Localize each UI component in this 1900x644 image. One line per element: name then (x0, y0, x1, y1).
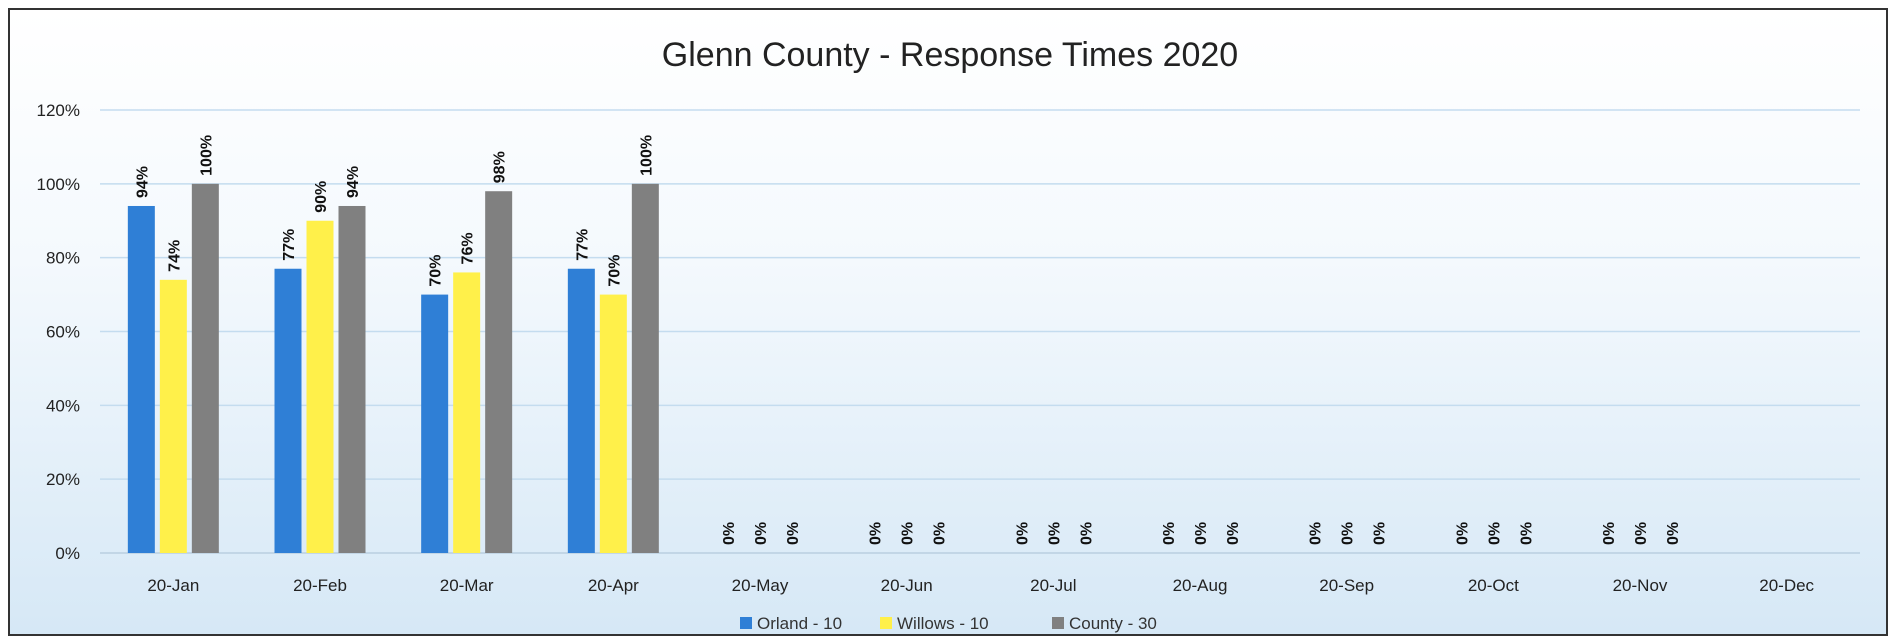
data-label: 0% (1308, 522, 1325, 545)
data-label: 0% (1454, 522, 1471, 545)
data-label: 98% (492, 151, 509, 183)
data-label: 0% (1486, 522, 1503, 545)
data-label: 0% (1518, 522, 1535, 545)
y-tick-label: 120% (37, 101, 80, 120)
x-tick-label: 20-Oct (1468, 576, 1519, 595)
data-label: 0% (1665, 522, 1682, 545)
legend-swatch (880, 617, 892, 629)
bar (159, 279, 187, 553)
data-label: 0% (1372, 522, 1389, 545)
data-label: 90% (313, 181, 330, 213)
x-tick-label: 20-Jan (147, 576, 199, 595)
x-tick-label: 20-Jul (1030, 576, 1076, 595)
data-label: 94% (134, 166, 151, 198)
bar (453, 272, 481, 553)
bar (306, 220, 334, 553)
data-label: 70% (428, 255, 445, 287)
data-label: 77% (574, 229, 591, 261)
bar (567, 268, 595, 553)
y-tick-label: 80% (46, 249, 80, 268)
bar (274, 268, 302, 553)
data-label: 0% (1078, 522, 1095, 545)
data-label: 0% (1161, 522, 1178, 545)
y-tick-label: 60% (46, 323, 80, 342)
legend-label: Willows - 10 (897, 614, 989, 633)
data-labels: 94% 74% 100% 77% 90% 94% 70% 76% 98% 77% 70% 100% 0%… (134, 135, 1682, 545)
data-label: 0% (868, 522, 885, 545)
y-axis: 0% 20% 40% 60% 80% 100% 120% (37, 101, 80, 563)
y-tick-label: 0% (55, 544, 80, 563)
x-axis: 20-Jan 20-Feb 20-Mar 20-Apr 20-May 20-Jun 20-J… (147, 576, 1814, 595)
bars (127, 183, 659, 554)
bar (421, 294, 449, 553)
x-tick-label: 20-Nov (1613, 576, 1668, 595)
data-label: 94% (345, 166, 362, 198)
data-label: 76% (460, 232, 477, 264)
bar (338, 205, 366, 553)
data-label: 70% (606, 255, 623, 287)
x-tick-label: 20-Mar (440, 576, 494, 595)
x-tick-label: 20-Sep (1319, 576, 1374, 595)
x-tick-label: 20-May (732, 576, 789, 595)
data-label: 0% (1633, 522, 1650, 545)
bar (631, 183, 659, 554)
data-label: 0% (721, 522, 738, 545)
data-label: 77% (281, 229, 298, 261)
data-label: 0% (753, 522, 770, 545)
data-label: 0% (1193, 522, 1210, 545)
data-label: 0% (1225, 522, 1242, 545)
legend-swatch (740, 617, 752, 629)
y-tick-label: 40% (46, 396, 80, 415)
data-label: 0% (785, 522, 802, 545)
chart-title: Glenn County - Response Times 2020 (662, 36, 1238, 74)
data-label: 0% (1601, 522, 1618, 545)
legend-label: Orland - 10 (757, 614, 842, 633)
data-label: 100% (638, 135, 655, 176)
x-tick-label: 20-Jun (881, 576, 933, 595)
x-tick-label: 20-Apr (588, 576, 639, 595)
data-label: 100% (198, 135, 215, 176)
data-label: 0% (900, 522, 917, 545)
bar (127, 205, 155, 553)
y-tick-label: 100% (37, 175, 80, 194)
x-tick-label: 20-Feb (293, 576, 347, 595)
data-label: 0% (932, 522, 949, 545)
gridlines (100, 109, 1860, 554)
data-label: 74% (166, 240, 183, 272)
legend: Orland - 10 Willows - 10 County - 30 (740, 614, 1157, 633)
bar (191, 183, 219, 554)
legend-swatch (1052, 617, 1064, 629)
data-label: 0% (1046, 522, 1063, 545)
bar (485, 191, 513, 553)
data-label: 0% (1340, 522, 1357, 545)
x-tick-label: 20-Dec (1759, 576, 1814, 595)
x-tick-label: 20-Aug (1173, 576, 1228, 595)
legend-label: County - 30 (1069, 614, 1157, 633)
data-label: 0% (1014, 522, 1031, 545)
bar (599, 294, 627, 553)
y-tick-label: 20% (46, 470, 80, 489)
